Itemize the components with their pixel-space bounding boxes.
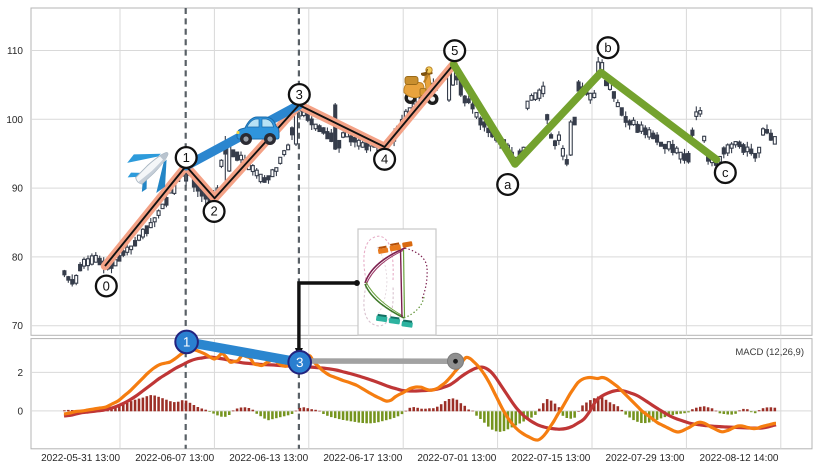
svg-text:2022-07-29 13:00: 2022-07-29 13:00 [606, 453, 685, 464]
svg-text:1: 1 [183, 335, 191, 350]
svg-text:2: 2 [210, 204, 217, 219]
svg-text:3: 3 [296, 355, 304, 370]
svg-text:100: 100 [6, 115, 23, 126]
svg-text:b: b [604, 40, 611, 55]
svg-text:4: 4 [381, 152, 388, 167]
svg-text:2022-07-15 13:00: 2022-07-15 13:00 [511, 453, 590, 464]
svg-text:2: 2 [17, 368, 23, 379]
svg-text:110: 110 [7, 46, 23, 57]
svg-text:0: 0 [103, 278, 110, 293]
svg-text:MACD (12,26,9): MACD (12,26,9) [735, 347, 804, 358]
svg-text:a: a [504, 177, 512, 192]
svg-text:2022-06-13 13:00: 2022-06-13 13:00 [229, 453, 308, 464]
svg-text:70: 70 [12, 321, 24, 332]
svg-text:c: c [722, 165, 729, 180]
svg-text:90: 90 [12, 184, 24, 195]
svg-text:2022-06-17 13:00: 2022-06-17 13:00 [323, 453, 402, 464]
svg-text:1: 1 [183, 150, 190, 165]
svg-text:5: 5 [451, 43, 458, 58]
svg-text:2022-07-01 13:00: 2022-07-01 13:00 [417, 453, 496, 464]
svg-text:80: 80 [12, 252, 24, 263]
svg-text:3: 3 [296, 87, 303, 102]
svg-text:0: 0 [17, 406, 23, 417]
svg-text:2022-05-31 13:00: 2022-05-31 13:00 [41, 453, 120, 464]
svg-text:2022-08-12 14:00: 2022-08-12 14:00 [700, 453, 779, 464]
svg-text:2022-06-07 13:00: 2022-06-07 13:00 [135, 453, 214, 464]
